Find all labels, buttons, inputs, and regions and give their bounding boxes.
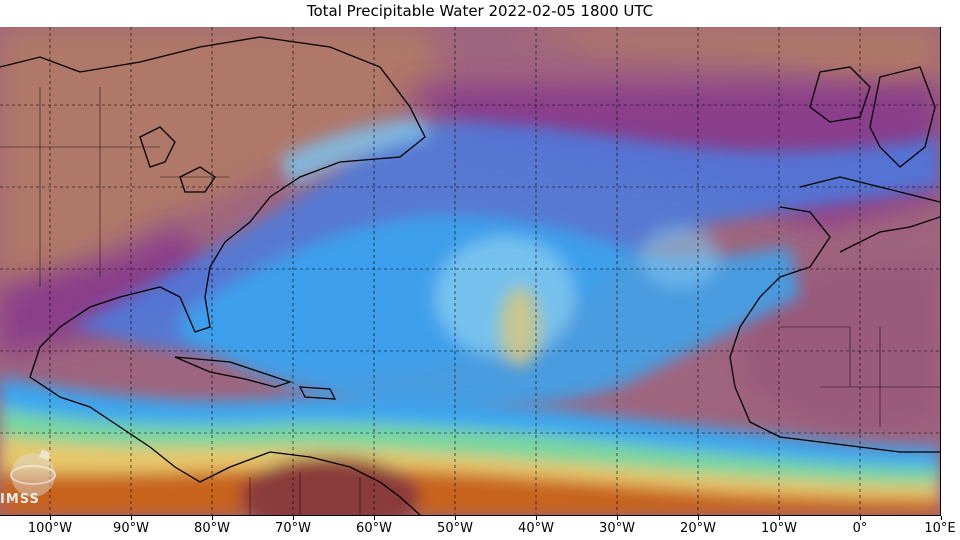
x-tick-label: 30°W [599,521,635,536]
x-tick-label: 40°W [518,521,554,536]
x-tick-label: 10°W [761,521,797,536]
logo-text: IMSS [0,492,40,507]
x-tick-mark [779,516,780,520]
tpw-image [0,27,940,515]
tropical-band [0,287,940,515]
coastlines [0,36,940,515]
x-tick-mark [374,516,375,520]
dry-regions [0,27,940,427]
x-tick-mark [212,516,213,520]
x-tick-label: 70°W [275,521,311,536]
x-tick-mark [536,516,537,520]
x-tick-label: 10°E [924,521,956,536]
x-tick-label: 0° [852,521,868,536]
x-tick-label: 50°W [437,521,473,536]
graticule [0,27,940,515]
x-tick-label: 20°W [680,521,716,536]
x-tick-mark [293,516,294,520]
x-tick-mark [455,516,456,520]
x-tick-mark [698,516,699,520]
x-tick-mark [860,516,861,520]
x-tick-label: 80°W [194,521,230,536]
map-title: Total Precipitable Water 2022-02-05 1800… [306,2,654,20]
x-tick-label: 100°W [27,521,73,536]
cimss-logo [0,445,66,515]
x-tick-mark [941,516,942,520]
x-tick-mark [617,516,618,520]
x-tick-label: 90°W [113,521,149,536]
borders [0,87,940,515]
x-tick-mark [50,516,51,520]
x-tick-label: 60°W [356,521,392,536]
x-tick-mark [131,516,132,520]
x-axis: 100°W 90°W 80°W 70°W 60°W 50°W 40°W 30°W 20°W 10°… [0,516,960,540]
tpw-map [0,27,941,516]
